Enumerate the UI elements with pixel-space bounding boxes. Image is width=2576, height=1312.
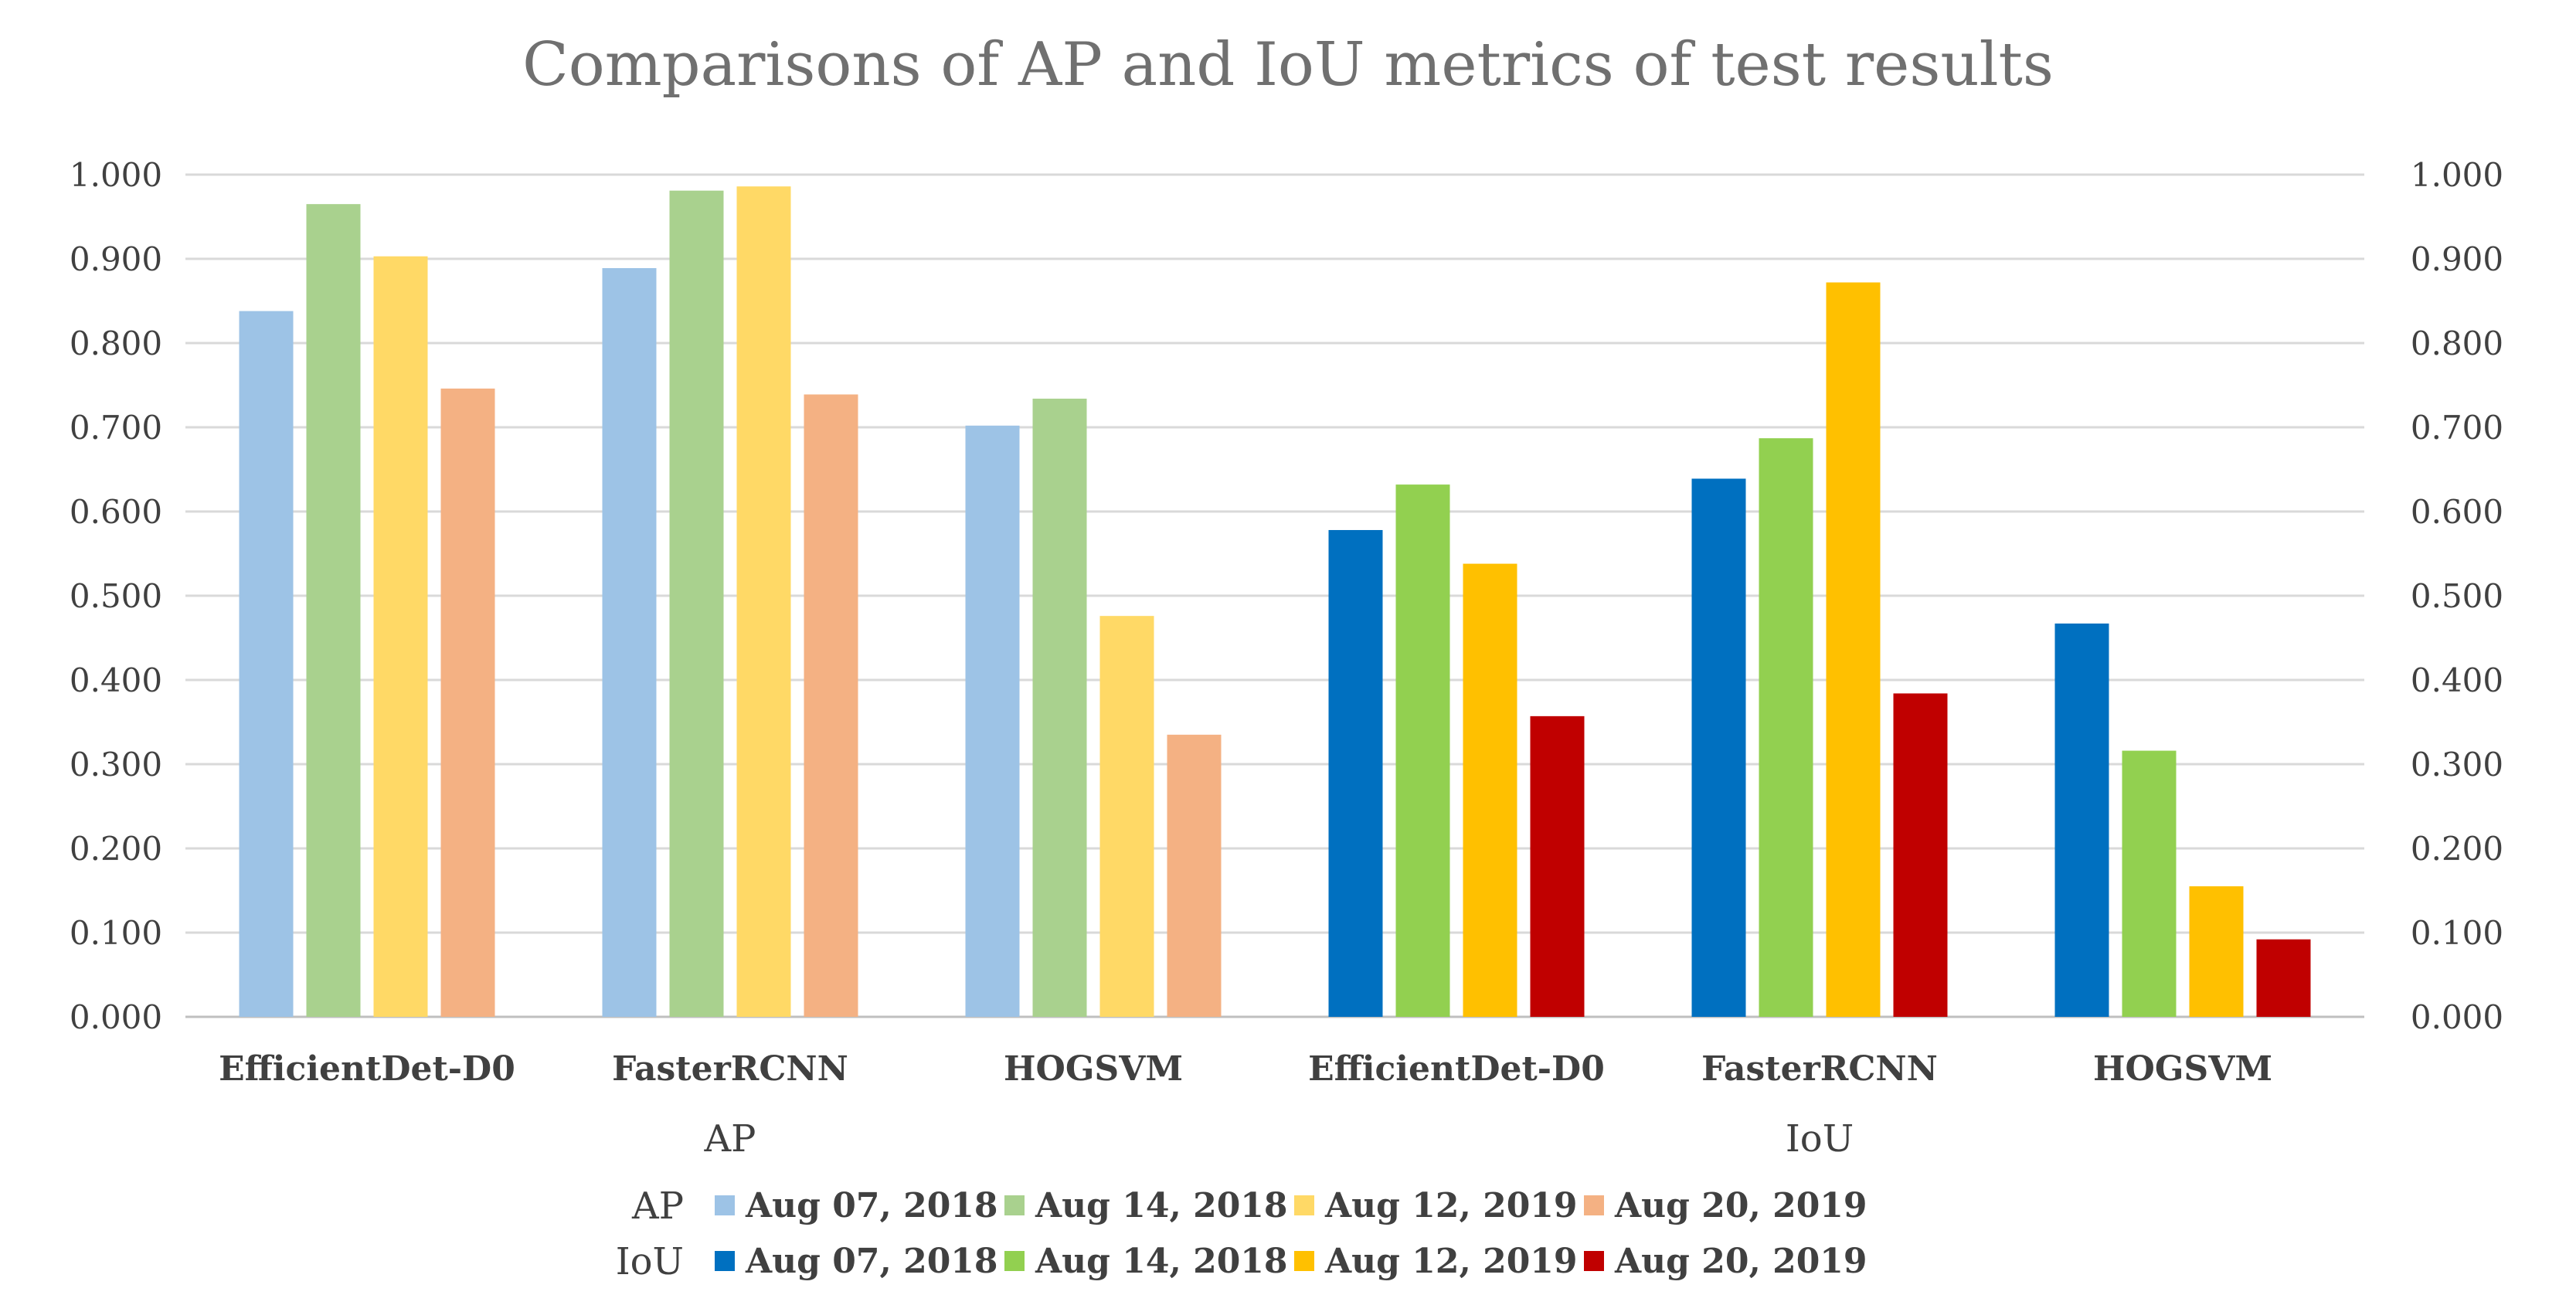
bar-iou-efficientdet-d0-4 [1530,715,1585,1017]
bar-ap-fasterrcnn-4 [804,394,858,1017]
left-tick-label: 0.300 [70,746,162,783]
bar-iou-hogsvm-1 [2054,623,2109,1017]
right-tick-label: 0.000 [2411,998,2503,1036]
category-label: EfficientDet-D0 [1308,1049,1605,1089]
bar-ap-hogsvm-1 [965,425,1020,1017]
bar-ap-hogsvm-4 [1167,734,1222,1017]
left-tick-label: 0.500 [70,577,162,615]
right-tick-label: 0.600 [2411,493,2503,531]
bar-ap-fasterrcnn-2 [669,190,724,1018]
legend: AP Aug 07, 2018 Aug 14, 2018 Aug 12, 2019 Au… [616,1185,1867,1283]
legend-swatch [1004,1195,1025,1215]
left-tick-label: 0.000 [70,998,162,1036]
bar-iou-efficientdet-d0-2 [1395,484,1450,1017]
right-tick-label: 0.300 [2411,746,2503,783]
left-y-axis-ticks: 0.000 0.100 0.200 0.300 0.400 0.500 0.600 0.700… [70,156,162,1036]
category-labels: EfficientDet-D0 FasterRCNN HOGSVM AP Efficie… [219,1049,2272,1161]
chart-title: Comparisons of AP and IoU metrics of tes… [522,30,2054,100]
bar-iou-fasterrcnn-3 [1826,282,1881,1017]
right-tick-label: 0.400 [2411,661,2503,699]
bar-iou-hogsvm-4 [2256,939,2311,1017]
bar-iou-efficientdet-d0-3 [1463,563,1517,1017]
legend-label: Aug 12, 2019 [1324,1242,1578,1281]
right-tick-label: 0.100 [2411,914,2503,952]
gridlines [185,173,2364,1018]
right-tick-label: 0.700 [2411,409,2503,447]
right-y-axis-ticks: 0.000 0.100 0.200 0.300 0.400 0.500 0.600 0.700… [2411,156,2503,1036]
group-label-iou: IoU [1786,1117,1854,1161]
legend-label: Aug 20, 2019 [1614,1186,1867,1225]
left-tick-label: 0.400 [70,661,162,699]
left-tick-label: 1.000 [70,156,162,194]
bar-ap-efficientdet-d0-3 [373,256,428,1018]
right-tick-label: 0.500 [2411,577,2503,615]
bar-ap-hogsvm-2 [1032,398,1087,1017]
right-tick-label: 0.900 [2411,240,2503,278]
legend-label: Aug 14, 2018 [1035,1242,1288,1281]
bar-ap-efficientdet-d0-1 [239,311,294,1018]
legend-label: Aug 14, 2018 [1035,1186,1288,1225]
category-label: HOGSVM [2093,1049,2272,1089]
legend-swatch [715,1251,735,1271]
right-tick-label: 0.200 [2411,830,2503,868]
legend-swatch [1584,1251,1604,1271]
right-tick-label: 0.800 [2411,325,2503,362]
legend-label: Aug 12, 2019 [1324,1186,1578,1225]
left-tick-label: 0.100 [70,914,162,952]
bar-iou-efficientdet-d0-1 [1328,529,1383,1017]
category-label: EfficientDet-D0 [219,1049,515,1089]
bar-iou-fasterrcnn-4 [1893,693,1948,1017]
legend-swatch [1294,1195,1314,1215]
legend-title-iou: IoU [616,1240,684,1283]
category-label: FasterRCNN [1701,1049,1938,1089]
bar-ap-efficientdet-d0-4 [440,388,495,1017]
left-tick-label: 0.200 [70,830,162,868]
bar-iou-hogsvm-2 [2122,750,2177,1017]
category-label: FasterRCNN [612,1049,848,1089]
bars [239,186,2311,1018]
left-tick-label: 0.600 [70,493,162,531]
left-tick-label: 0.700 [70,409,162,447]
legend-label: Aug 07, 2018 [745,1242,998,1281]
legend-label: Aug 07, 2018 [745,1186,998,1225]
legend-title-ap: AP [631,1185,684,1228]
bar-ap-fasterrcnn-3 [736,186,791,1017]
legend-swatch [1004,1251,1025,1271]
legend-swatch [715,1195,735,1215]
category-label: HOGSVM [1004,1049,1183,1089]
bar-iou-fasterrcnn-1 [1691,478,1746,1017]
group-label-ap: AP [704,1117,756,1161]
bar-iou-fasterrcnn-2 [1759,438,1813,1017]
left-tick-label: 0.900 [70,240,162,278]
bar-ap-fasterrcnn-1 [602,267,657,1017]
legend-label: Aug 20, 2019 [1614,1242,1867,1281]
legend-swatch [1584,1195,1604,1215]
right-tick-label: 1.000 [2411,156,2503,194]
left-tick-label: 0.800 [70,325,162,362]
bar-iou-hogsvm-3 [2189,886,2244,1017]
bar-ap-efficientdet-d0-2 [306,204,361,1017]
bar-ap-hogsvm-3 [1099,616,1154,1017]
legend-swatch [1294,1251,1314,1271]
